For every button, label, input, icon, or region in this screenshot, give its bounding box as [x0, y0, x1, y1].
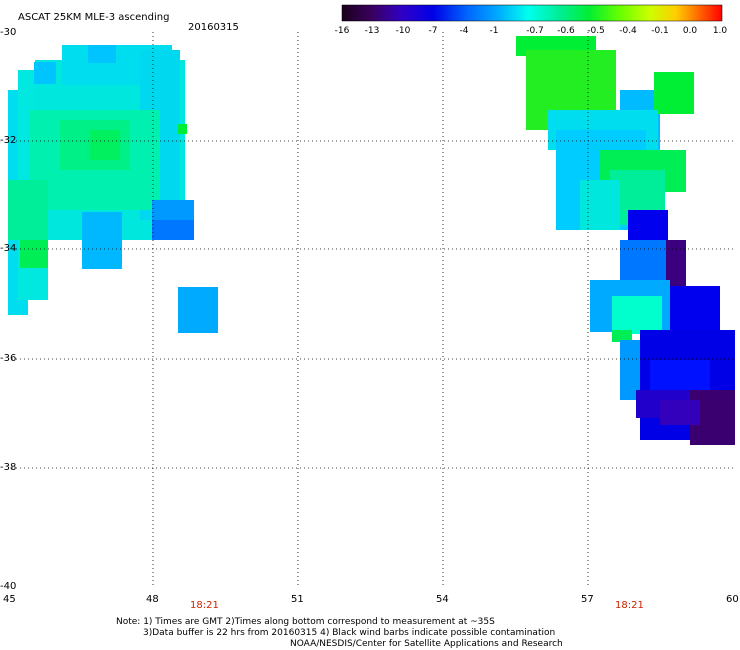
swath-time-east: 18:21 [615, 600, 644, 611]
colorbar-label: -1 [489, 26, 499, 36]
colorbar-label: 1.0 [712, 26, 728, 36]
colorbar-label: -13 [364, 26, 380, 36]
colorbar-label: -7 [428, 26, 438, 36]
graticule [8, 32, 733, 587]
colorbar-label: -0.4 [619, 26, 637, 36]
x-tick-label: 51 [291, 594, 304, 605]
x-tick-label: 60 [726, 594, 739, 605]
colorbar-label: -0.5 [587, 26, 605, 36]
footnote-line-1: Note: 1) Times are GMT 2)Times along bot… [116, 617, 495, 627]
y-tick-label: -34 [0, 243, 17, 254]
east-swath [516, 36, 735, 445]
footnote-line-3: NOAA/NESDIS/Center for Satellite Applica… [290, 639, 563, 649]
colorbar-label: 0.0 [682, 26, 698, 36]
y-tick-label: -36 [0, 353, 17, 364]
x-tick-label: 45 [3, 594, 16, 605]
chart-date: 20160315 [188, 22, 239, 33]
y-tick-label: -32 [0, 135, 17, 146]
x-tick-label: 54 [436, 594, 449, 605]
x-tick-label: 57 [581, 594, 594, 605]
y-tick-label: -38 [0, 462, 17, 473]
x-tick-label: 48 [146, 594, 159, 605]
y-tick-label: -30 [0, 27, 17, 38]
swath-time-west: 18:21 [190, 600, 219, 611]
colorbar-label: -10 [395, 26, 411, 36]
west-swath [8, 45, 218, 333]
footnote-line-2: 3)Data buffer is 22 hrs from 20160315 4)… [143, 628, 556, 638]
colorbar-label: -0.6 [557, 26, 575, 36]
colorbar [341, 4, 723, 22]
chart-title: ASCAT 25KM MLE-3 ascending [18, 12, 170, 23]
y-tick-label: -40 [0, 581, 17, 592]
colorbar-label: -4 [459, 26, 469, 36]
colorbar-label: -0.1 [651, 26, 669, 36]
colorbar-label: -0.7 [526, 26, 544, 36]
colorbar-label: -16 [334, 26, 350, 36]
